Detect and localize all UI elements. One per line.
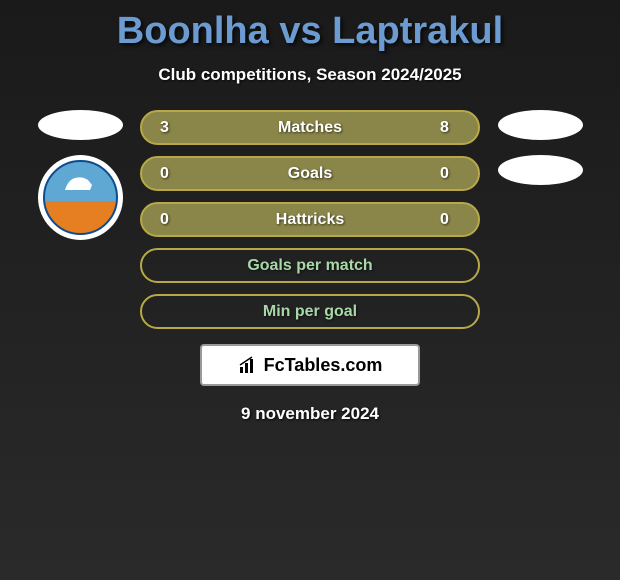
fctables-badge[interactable]: FcTables.com [200,344,420,386]
right-team-logos [495,110,585,185]
page-subtitle: Club competitions, Season 2024/2025 [20,65,600,85]
stat-label: Hattricks [276,211,344,229]
stats-column: 3 Matches 8 0 Goals 0 0 Hattricks 0 Goal… [140,110,480,329]
stat-label: Goals [288,165,332,183]
stat-label: Min per goal [263,303,357,321]
team-badge-inner [43,160,118,235]
left-team-logos [35,110,125,240]
stat-row-goals-per-match: Goals per match [140,248,480,283]
team-logo-ellipse-right-1 [498,110,583,140]
date-text: 9 november 2024 [20,404,600,424]
stat-right-value: 8 [440,119,460,137]
stat-right-value: 0 [440,165,460,183]
team-logo-ellipse-right-2 [498,155,583,185]
stat-row-min-per-goal: Min per goal [140,294,480,329]
team-logo-ellipse-left [38,110,123,140]
team-logo-circle-left [38,155,123,240]
stat-row-hattricks: 0 Hattricks 0 [140,202,480,237]
main-container: Boonlha vs Laptrakul Club competitions, … [0,0,620,434]
stat-right-value: 0 [440,211,460,229]
main-content: 3 Matches 8 0 Goals 0 0 Hattricks 0 Goal… [20,110,600,329]
stat-left-value: 0 [160,211,180,229]
page-title: Boonlha vs Laptrakul [20,10,600,53]
stat-left-value: 0 [160,165,180,183]
fctables-text: FcTables.com [264,355,383,376]
stat-label: Goals per match [247,257,372,275]
chart-icon [238,355,258,375]
stat-row-goals: 0 Goals 0 [140,156,480,191]
horse-icon [60,170,100,195]
stat-label: Matches [278,119,342,137]
stat-left-value: 3 [160,119,180,137]
stat-row-matches: 3 Matches 8 [140,110,480,145]
